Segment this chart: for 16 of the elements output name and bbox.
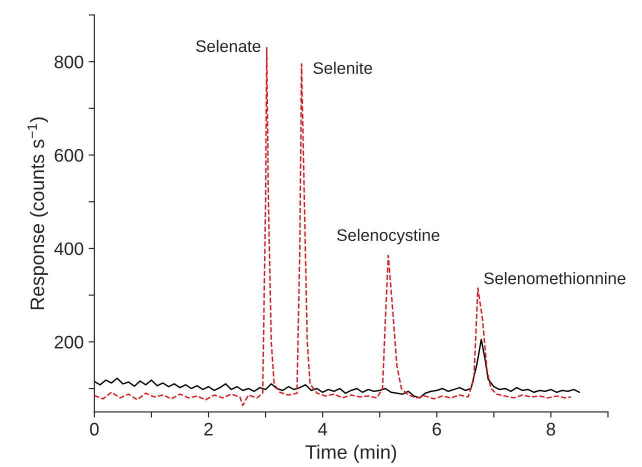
annotation: Selenomethionnine xyxy=(484,272,626,284)
x-tick-label: 6 xyxy=(432,422,441,436)
x-tick-label: 4 xyxy=(318,422,328,436)
x-tick-label: 0 xyxy=(90,422,99,436)
y-tick-label: 800 xyxy=(54,56,84,68)
x-tick-label: 8 xyxy=(546,422,556,436)
x-axis-title: Time (min) xyxy=(306,444,396,463)
annotation: Selenate xyxy=(196,40,260,52)
line-series xyxy=(94,338,580,399)
x-tick-label: 2 xyxy=(204,422,213,436)
annotation: Selenocystine xyxy=(337,228,440,244)
y-axis-title: Response (counts s$^{−1}$) xyxy=(27,117,48,310)
annotation: Selenite xyxy=(313,62,372,74)
y-tick-label: 200 xyxy=(54,336,84,349)
y-tick-label: 600 xyxy=(54,148,84,162)
y-tick-label: 400 xyxy=(54,242,84,256)
